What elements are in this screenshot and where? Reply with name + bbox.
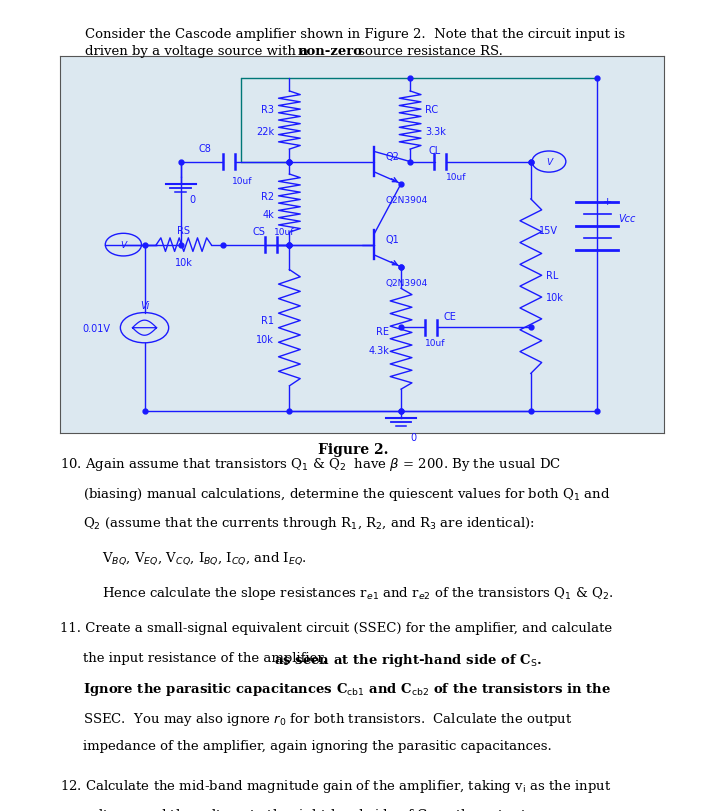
Text: R1: R1: [261, 315, 275, 326]
Text: as seen at the right-hand side of C$_\mathrm{S}$.: as seen at the right-hand side of C$_\ma…: [274, 651, 542, 668]
Text: 3.3k: 3.3k: [425, 127, 446, 137]
Text: Q1: Q1: [386, 234, 400, 245]
Text: voltage, and the voltage to the right-hand side of C$_\mathrm{L}$ as the output.: voltage, and the voltage to the right-ha…: [83, 806, 531, 811]
Text: Consider the Cascode amplifier shown in Figure 2.  Note that the circuit input i: Consider the Cascode amplifier shown in …: [85, 28, 625, 41]
Text: 10k: 10k: [175, 257, 193, 268]
Text: Q$_2$ (assume that the currents through R$_1$, R$_2$, and R$_3$ are identical):: Q$_2$ (assume that the currents through …: [83, 515, 535, 532]
Text: Q2N3904: Q2N3904: [386, 195, 429, 204]
Text: RS: RS: [177, 225, 190, 235]
Text: R2: R2: [261, 191, 275, 201]
Text: V: V: [546, 158, 552, 167]
Text: 10uf: 10uf: [275, 228, 295, 237]
Text: CE: CE: [443, 311, 456, 322]
Text: Figure 2.: Figure 2.: [318, 442, 388, 456]
Text: 10k: 10k: [256, 335, 275, 345]
Text: Q2N3904: Q2N3904: [386, 278, 429, 288]
Text: C8: C8: [198, 144, 211, 154]
Text: 15V: 15V: [539, 225, 558, 235]
Text: driven by a voltage source with a: driven by a voltage source with a: [85, 45, 312, 58]
Text: RE: RE: [376, 327, 389, 337]
Text: Q2: Q2: [386, 152, 400, 161]
Text: 4.3k: 4.3k: [368, 345, 389, 356]
Text: Vi: Vi: [140, 301, 149, 311]
Text: 4k: 4k: [263, 210, 275, 220]
Text: non-zero: non-zero: [298, 45, 363, 58]
Text: +: +: [603, 197, 613, 207]
Text: (biasing) manual calculations, determine the quiescent values for both Q$_1$ and: (biasing) manual calculations, determine…: [83, 485, 611, 502]
Text: R3: R3: [261, 105, 275, 114]
Text: impedance of the amplifier, again ignoring the parasitic capacitances.: impedance of the amplifier, again ignori…: [83, 740, 552, 753]
Text: SSEC.  You may also ignore $r_0$ for both transistors.  Calculate the output: SSEC. You may also ignore $r_0$ for both…: [83, 710, 573, 727]
Text: Hence calculate the slope resistances r$_{e1}$ and r$_{e2}$ of the transistors Q: Hence calculate the slope resistances r$…: [102, 584, 614, 601]
Text: RL: RL: [546, 271, 558, 281]
Text: source resistance RS.: source resistance RS.: [354, 45, 503, 58]
Text: V$_{BQ}$, V$_{EQ}$, V$_{CQ}$, I$_{BQ}$, I$_{CQ}$, and I$_{EQ}$.: V$_{BQ}$, V$_{EQ}$, V$_{CQ}$, I$_{BQ}$, …: [102, 550, 307, 566]
Text: CS: CS: [253, 227, 265, 237]
Text: Ignore the parasitic capacitances C$_{\rm cb1}$ and C$_{\rm cb2}$ of the transis: Ignore the parasitic capacitances C$_{\r…: [83, 680, 611, 697]
Text: 0: 0: [410, 432, 417, 443]
Text: 12. Calculate the mid-band magnitude gain of the amplifier, taking v$_\mathrm{i}: 12. Calculate the mid-band magnitude gai…: [60, 777, 611, 794]
Text: 0: 0: [190, 195, 196, 205]
Text: 22k: 22k: [256, 127, 275, 137]
Text: 10uf: 10uf: [232, 177, 253, 186]
Text: 10uf: 10uf: [446, 173, 467, 182]
Text: 10uf: 10uf: [425, 339, 445, 348]
Text: 10k: 10k: [546, 293, 564, 303]
Text: Vcc: Vcc: [618, 214, 635, 224]
Text: 10. Again assume that transistors Q$_1$ & Q$_2$  have $\beta$ = 200. By the usua: 10. Again assume that transistors Q$_1$ …: [60, 456, 561, 473]
Text: RC: RC: [425, 105, 438, 114]
Text: the input resistance of the amplifier,: the input resistance of the amplifier,: [83, 651, 331, 664]
Text: 0.01V: 0.01V: [82, 324, 110, 333]
Text: CL: CL: [428, 146, 441, 156]
Text: V: V: [120, 241, 126, 250]
Text: 11. Create a small-signal equivalent circuit (SSEC) for the amplifier, and calcu: 11. Create a small-signal equivalent cir…: [60, 622, 612, 635]
